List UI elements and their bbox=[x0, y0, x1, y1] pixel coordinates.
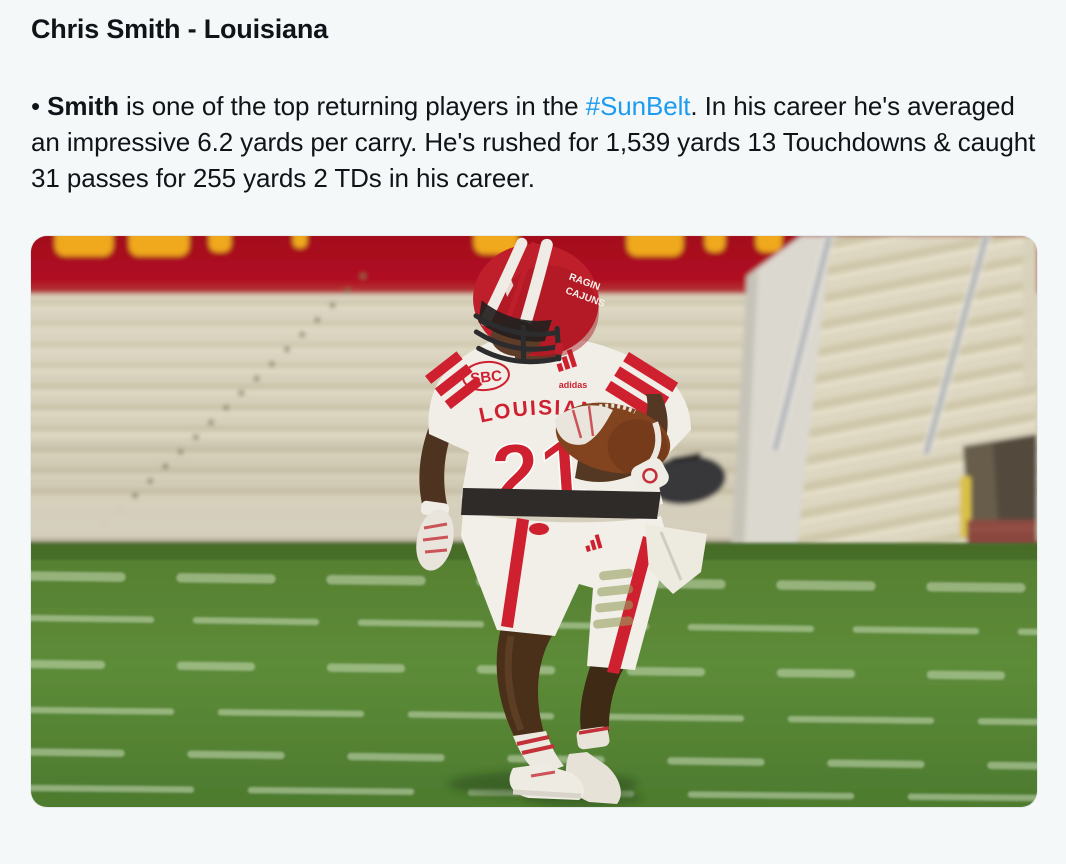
player-figure: LOUISIANA SBC adidas 21 bbox=[416, 237, 707, 804]
thigh-pad-stains bbox=[593, 568, 634, 629]
bleacher-dotted-rail bbox=[88, 273, 366, 541]
player-name-bold: Smith bbox=[47, 91, 119, 121]
helmet-visor bbox=[478, 300, 553, 342]
post-body: • Smith is one of the top returning play… bbox=[31, 88, 1038, 196]
svg-text:SBC: SBC bbox=[470, 367, 503, 387]
brand-logo: adidas bbox=[556, 349, 588, 390]
ball-hand-glove bbox=[555, 405, 613, 445]
staircase bbox=[731, 236, 1037, 548]
body-text-1: is one of the top returning players in t… bbox=[118, 91, 586, 121]
post-title: Chris Smith - Louisiana bbox=[31, 14, 328, 44]
player-front-leg bbox=[496, 628, 584, 800]
body-text-2: . In his career he's averaged an impress… bbox=[31, 91, 1036, 193]
player-belt bbox=[461, 488, 661, 519]
conference-patch: SBC bbox=[462, 360, 510, 392]
wristband bbox=[631, 457, 669, 494]
hip-logo bbox=[529, 523, 549, 535]
hashtag-link[interactable]: #SunBelt bbox=[585, 91, 691, 121]
pants-stripe-left bbox=[501, 518, 529, 628]
banner-letters bbox=[55, 236, 782, 256]
post: Chris Smith - Louisiana • Smith is one o… bbox=[31, 14, 1038, 807]
bullet: • bbox=[31, 91, 48, 121]
towel bbox=[645, 524, 707, 594]
pants-brand-logo bbox=[585, 534, 603, 552]
svg-text:adidas: adidas bbox=[559, 380, 588, 390]
post-image[interactable]: LOUISIANA SBC adidas 21 bbox=[31, 236, 1037, 807]
player-helmet: RAGIN CAJUNS bbox=[473, 237, 607, 365]
